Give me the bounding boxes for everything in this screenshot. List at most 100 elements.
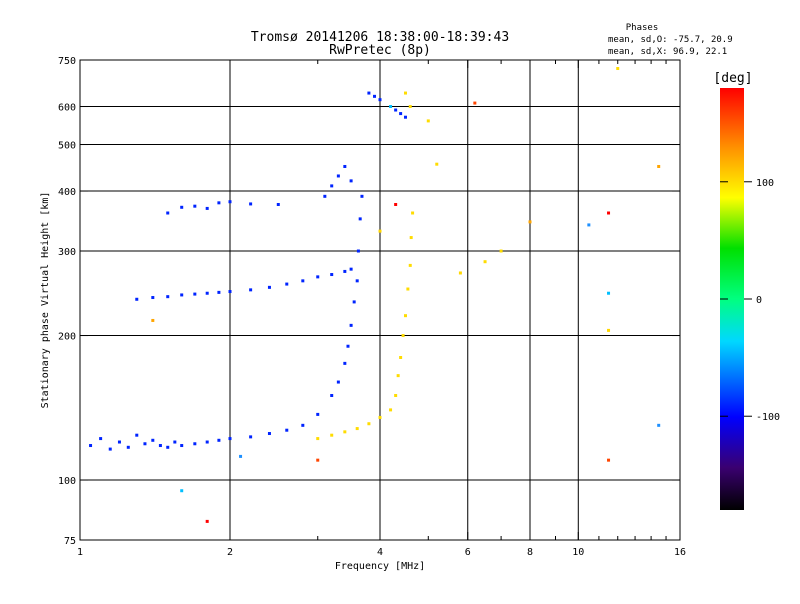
data-point-o <box>367 91 371 95</box>
data-point-o <box>217 438 221 442</box>
data-point-x <box>408 263 412 267</box>
data-point-o <box>349 179 353 183</box>
data-point-o <box>249 288 253 292</box>
data-point-o <box>228 200 232 204</box>
data-point-o <box>343 164 347 168</box>
data-point-x <box>483 260 487 264</box>
grid-layer <box>80 60 680 540</box>
data-point-o <box>205 206 209 210</box>
data-point-x <box>355 427 359 431</box>
data-point-o <box>135 433 139 437</box>
data-point-o <box>158 444 162 448</box>
data-point-x <box>394 394 398 398</box>
x-tick-label: 16 <box>674 547 686 558</box>
data-point-x <box>426 119 430 123</box>
data-point-x <box>399 355 403 359</box>
chart-subtitle: RwPretec (8p) <box>329 43 431 58</box>
axes-layer: 1 2 4 6 8 10 16 75 100 200 300 400 500 600 750 <box>58 56 686 558</box>
data-point-x <box>367 422 371 426</box>
data-point-o <box>228 290 232 294</box>
data-point-o <box>336 174 340 178</box>
data-point-o <box>166 445 170 449</box>
data-point-o <box>373 94 377 98</box>
data-point-o <box>316 412 320 416</box>
data-point-o <box>117 440 121 444</box>
data-point-scattered <box>528 220 532 224</box>
data-point-o <box>276 202 280 206</box>
data-point-o <box>193 292 197 296</box>
data-point-o <box>323 194 327 198</box>
x-tick-label: 4 <box>377 547 383 558</box>
chart-title: Tromsø 20141206 18:38:00-18:39:43 <box>251 30 509 45</box>
data-point-o <box>285 282 289 286</box>
data-point-o <box>343 269 347 273</box>
colorbar-tick-label: 100 <box>756 178 774 189</box>
y-tick-label: 300 <box>58 247 76 258</box>
x-axis-label: Frequency [MHz] <box>335 561 425 572</box>
data-point-o <box>356 249 360 253</box>
data-point-o <box>249 435 253 439</box>
data-point-x <box>403 314 407 318</box>
data-point-o <box>173 440 177 444</box>
data-point-o <box>378 98 382 102</box>
data-point-o <box>180 293 184 297</box>
y-tick-label: 100 <box>58 476 76 487</box>
data-point-o <box>352 300 356 304</box>
data-point-o <box>143 442 147 446</box>
data-point-x <box>409 236 413 240</box>
data-point-o <box>205 291 209 295</box>
data-point-o <box>358 217 362 221</box>
y-tick-label: 600 <box>58 103 76 114</box>
data-point-o <box>166 295 170 299</box>
data-point-o <box>99 437 103 441</box>
y-tick-label: 400 <box>58 187 76 198</box>
data-point-o <box>285 428 289 432</box>
x-tick-label: 2 <box>227 547 233 558</box>
data-point-scattered <box>607 328 611 332</box>
y-tick-label: 500 <box>58 141 76 152</box>
data-point-o <box>108 447 112 451</box>
data-point-scattered <box>239 454 243 458</box>
data-point-scattered <box>394 202 398 206</box>
data-point-o <box>336 380 340 384</box>
data-point-o <box>249 202 253 206</box>
data-point-o <box>349 323 353 327</box>
data-point-o <box>166 211 170 215</box>
data-point-o <box>217 290 221 294</box>
data-point-scattered <box>458 271 462 275</box>
data-point-o <box>180 444 184 448</box>
data-point-scattered <box>607 458 611 462</box>
data-point-o <box>394 108 398 112</box>
data-point-o <box>267 285 271 289</box>
x-tick-label: 1 <box>77 547 83 558</box>
data-point-scattered <box>657 164 661 168</box>
data-point-x <box>406 287 410 291</box>
colorbar-ticks: 100 0 -100 <box>720 178 780 423</box>
data-point-x <box>330 433 334 437</box>
data-point-o <box>316 275 320 279</box>
data-point-scattered <box>657 423 661 427</box>
y-tick-label: 75 <box>64 536 76 547</box>
data-point-o <box>151 438 155 442</box>
data-point-o <box>330 273 334 277</box>
data-point-o <box>151 296 155 300</box>
data-point-o <box>228 437 232 441</box>
data-point-scattered <box>151 318 155 322</box>
y-axis-label: Stationary phase Virtual Height [km] <box>40 192 51 409</box>
data-point-x <box>499 249 503 253</box>
phases-legend-x: mean, sd,X: 96.9, 22.1 <box>608 47 727 57</box>
y-tick-label: 200 <box>58 332 76 343</box>
data-point-o <box>403 115 407 119</box>
data-point-scattered <box>607 211 611 215</box>
data-point-o <box>399 112 403 116</box>
data-point-x <box>396 374 400 378</box>
colorbar-tick-label: 0 <box>756 295 762 306</box>
data-point-o <box>193 442 197 446</box>
data-point-scattered <box>180 489 184 493</box>
data-point-scattered <box>378 229 382 233</box>
data-points-layer <box>89 67 661 523</box>
data-point-x <box>378 415 382 419</box>
phases-legend-title: Phases <box>626 23 659 33</box>
